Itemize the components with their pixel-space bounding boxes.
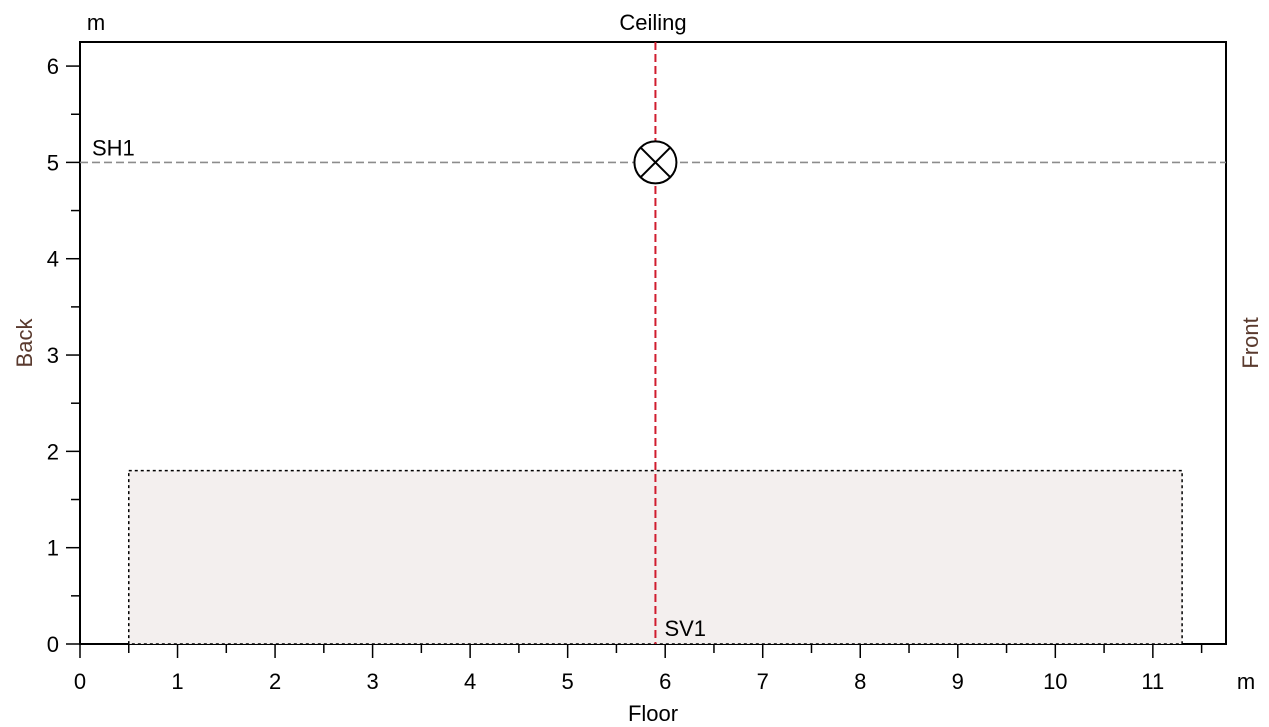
y-tick-label: 6 xyxy=(47,54,59,79)
x-tick-label: 2 xyxy=(269,669,281,694)
y-tick-label: 5 xyxy=(47,150,59,175)
x-axis-unit-label: m xyxy=(1237,669,1255,694)
x-tick-label: 6 xyxy=(659,669,671,694)
x-tick-label: 7 xyxy=(757,669,769,694)
x-tick-label: 8 xyxy=(854,669,866,694)
y-tick-label: 4 xyxy=(47,247,59,272)
x-axis-label: Floor xyxy=(628,701,678,726)
x-tick-label: 4 xyxy=(464,669,476,694)
x-tick-label: 0 xyxy=(74,669,86,694)
x-tick-label: 10 xyxy=(1043,669,1067,694)
vertical-section-label: SV1 xyxy=(664,616,706,641)
x-tick-label: 11 xyxy=(1141,669,1164,694)
x-tick-label: 5 xyxy=(562,669,574,694)
y-tick-label: 1 xyxy=(47,536,59,561)
chart-title: Ceiling xyxy=(619,10,686,35)
x-tick-label: 1 xyxy=(171,669,183,694)
audience-zone xyxy=(128,469,1183,645)
x-tick-label: 9 xyxy=(952,669,964,694)
horizontal-section-label: SH1 xyxy=(92,135,135,160)
x-tick-label: 3 xyxy=(366,669,378,694)
source-marker-icon xyxy=(633,140,678,185)
right-side-label: Front xyxy=(1238,317,1263,368)
y-tick-label: 0 xyxy=(47,632,59,657)
left-side-label: Back xyxy=(12,318,37,368)
y-tick-label: 3 xyxy=(47,343,59,368)
y-tick-label: 2 xyxy=(47,439,59,464)
axis-ticks: 0 1 2 3 4 5 6 7 8 9 10 11 0 1 2 3 4 5 6 xyxy=(47,54,1203,694)
y-axis-unit-label: m xyxy=(87,10,105,35)
